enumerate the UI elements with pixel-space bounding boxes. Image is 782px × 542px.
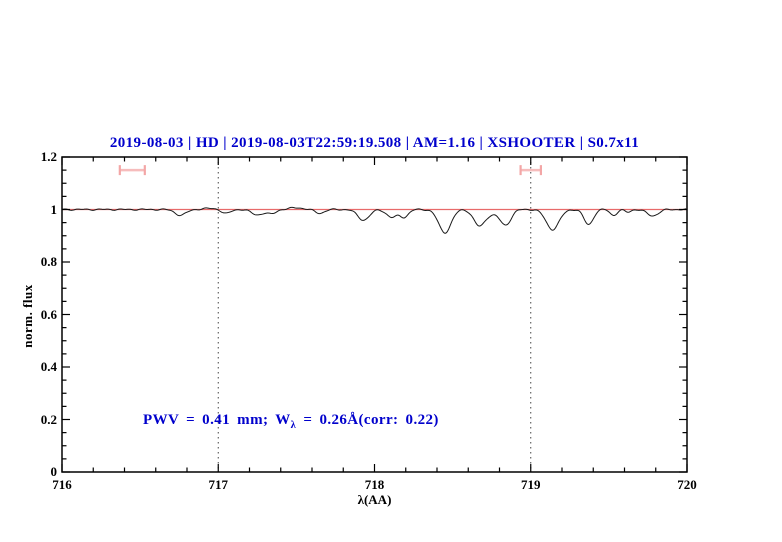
y-tick-label: 0.6 [40,306,57,322]
x-tick-label: 720 [677,477,697,492]
y-tick-label: 0.8 [40,254,57,269]
y-tick-label: 0 [50,464,58,479]
x-tick-label: 717 [208,477,229,492]
x-axis-label: λ(AA) [357,492,392,507]
pwv-annotation-pre: PWV = 0.41 mm; W [143,412,291,428]
y-axis-label: norm. flux [20,284,35,348]
pwv-annotation-lambda-subscript: λ [290,420,297,431]
pwv-annotation-post: = 0.26Å(corr: 0.22) [296,412,439,428]
plot-title: 2019-08-03 | HD | 2019-08-03T22:59:19.50… [109,135,640,151]
y-tick-label: 1.2 [40,149,57,164]
pwv-annotation: PWV = 0.41 mm; Wλ = 0.26Å(corr: 0.22) [143,412,439,431]
y-tick-label: 1 [50,201,58,217]
y-tick-label: 0.2 [40,411,57,427]
y-tick-label: 0.4 [40,359,57,374]
x-tick-label: 718 [364,477,385,492]
x-tick-label: 719 [521,477,541,492]
x-tick-label: 716 [52,477,72,492]
spectrum-line [61,206,687,234]
